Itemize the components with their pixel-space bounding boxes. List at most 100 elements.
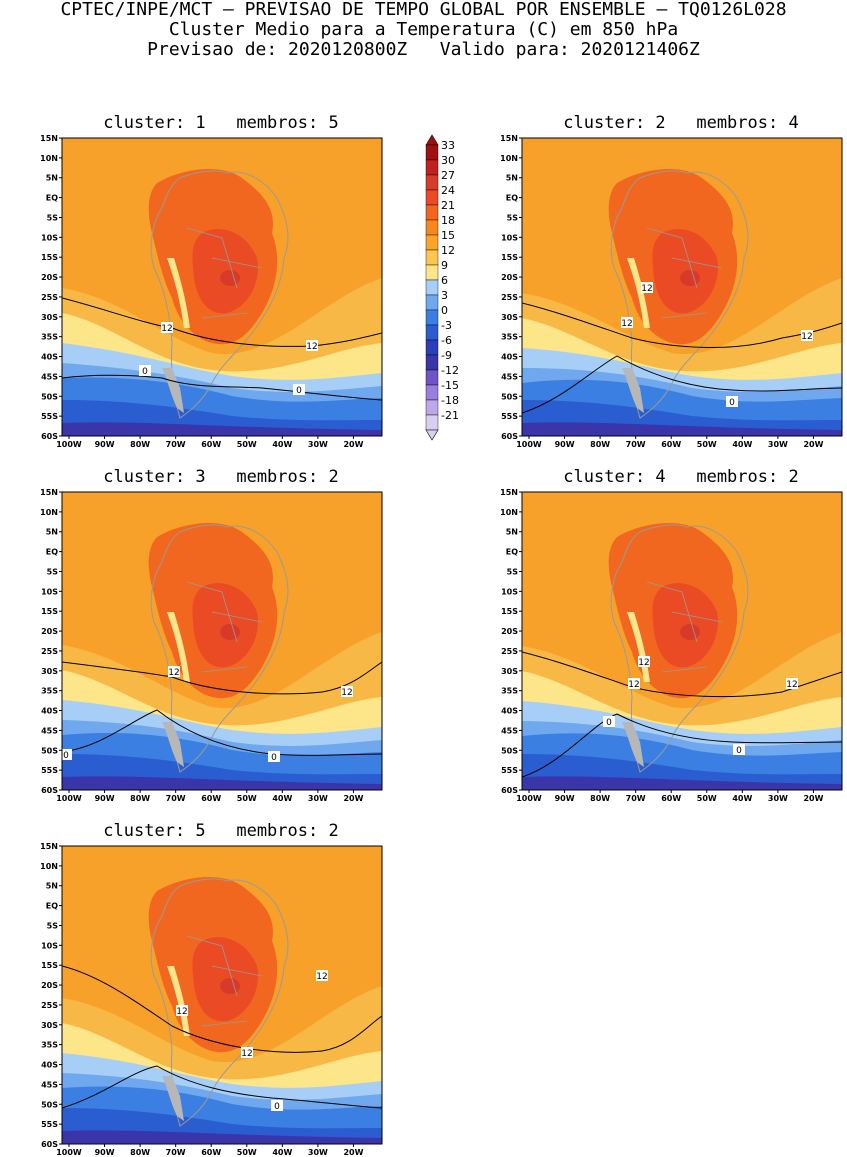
lon-tick-label: 70W (166, 1148, 186, 1157)
lon-tick-label: 50W (697, 440, 717, 449)
lat-tick-label: 5S (47, 921, 59, 930)
lat-tick-label: 35S (501, 333, 518, 342)
lat-tick-label: 10S (41, 233, 58, 242)
colorbar-swatch (425, 324, 439, 341)
colorbar-swatch (425, 354, 439, 371)
contour-label: 0 (729, 398, 735, 408)
lat-tick-label: EQ (506, 548, 518, 557)
colorbar-label: -12 (441, 364, 459, 377)
contour-label: 12 (176, 1007, 187, 1017)
panel-2-map: 12 12 12 0 15N 10N 5N EQ 5S 10S 15S 20S 25S 30S 35S 40S… (500, 134, 843, 449)
lat-tick-label: 20S (501, 627, 518, 636)
colorbar-label: -3 (441, 319, 452, 332)
lat-tick-label: 30S (41, 1021, 58, 1030)
contour-label: 12 (786, 680, 797, 690)
lat-tick-label: 50S (501, 746, 518, 755)
lon-tick-label: 30W (768, 794, 788, 803)
lon-tick-label: 50W (237, 1148, 257, 1157)
lat-tick-label: 60S (41, 1140, 58, 1149)
lat-tick-label: 45S (41, 1080, 58, 1089)
lat-tick-label: 20S (41, 981, 58, 990)
lat-tick-label: 5N (46, 528, 58, 537)
lat-tick-label: 50S (41, 392, 58, 401)
lat-tick-label: 5N (506, 174, 518, 183)
header-line-1: CPTEC/INPE/MCT – PREVISAO DE TEMPO GLOBA… (60, 0, 787, 20)
lon-tick-label: 20W (343, 794, 363, 803)
lat-tick-label: 40S (501, 707, 518, 716)
lat-tick-label: EQ (46, 902, 58, 911)
lat-tick-label: 5S (47, 567, 59, 576)
lat-tick-label: 15N (40, 842, 58, 851)
lat-tick-label: 35S (41, 333, 58, 342)
lat-tick-label: 5N (46, 174, 58, 183)
colorbar-label: 0 (441, 304, 448, 317)
lat-tick-label: 40S (41, 707, 58, 716)
lat-tick-label: 15N (500, 134, 518, 143)
contour-label: 12 (306, 342, 317, 352)
colorbar-swatch (425, 219, 439, 236)
lat-tick-label: 5S (507, 213, 519, 222)
panel-5-map: 12 12 12 0 15N 10N 5N EQ 5S 10S 15S 20S 25S 30S 35S 40S… (40, 842, 383, 1157)
lat-tick-label: 15S (41, 607, 58, 616)
lat-tick-label: EQ (46, 194, 58, 203)
lon-tick-label: 100W (56, 1148, 82, 1157)
colorbar-label: 15 (441, 229, 455, 242)
contour-label: 0 (271, 753, 277, 763)
colorbar-label: 9 (441, 259, 448, 272)
lat-tick-label: 15S (41, 253, 58, 262)
colorbar-swatch (425, 249, 439, 266)
lat-tick-label: 40S (41, 1061, 58, 1070)
contour-label: 12 (641, 284, 652, 294)
lon-tick-label: 40W (272, 794, 292, 803)
lon-tick-label: 100W (56, 794, 82, 803)
colorbar-label: 12 (441, 244, 455, 257)
lon-tick-label: 40W (272, 440, 292, 449)
lon-tick-label: 60W (201, 1148, 221, 1157)
lat-tick-label: 60S (41, 786, 58, 795)
lat-tick-label: 10S (501, 233, 518, 242)
lon-tick-label: 30W (308, 440, 328, 449)
lat-tick-label: 5N (46, 882, 58, 891)
lat-tick-label: 40S (501, 353, 518, 362)
lon-tick-label: 40W (272, 1148, 292, 1157)
colorbar-swatch (425, 144, 439, 161)
colorbar-label: 6 (441, 274, 448, 287)
colorbar-label: 21 (441, 199, 455, 212)
contour-label: 0 (606, 718, 612, 728)
lon-tick-label: 20W (343, 1148, 363, 1157)
contour-label: 0 (142, 367, 148, 377)
lat-tick-label: 60S (501, 432, 518, 441)
lat-tick-label: 10S (41, 941, 58, 950)
colorbar-swatch (425, 159, 439, 176)
lat-tick-label: 30S (501, 667, 518, 676)
lat-tick-label: 10S (501, 587, 518, 596)
lat-tick-label: 15S (501, 607, 518, 616)
contour-label: 12 (316, 972, 327, 982)
lat-tick-label: 25S (501, 293, 518, 302)
lat-tick-label: 50S (41, 746, 58, 755)
colorbar-swatch (425, 384, 439, 401)
lat-tick-label: 15S (501, 253, 518, 262)
lon-tick-label: 100W (516, 794, 542, 803)
lat-tick-label: 55S (41, 1120, 58, 1129)
lon-tick-label: 70W (166, 440, 186, 449)
colorbar-swatch (425, 204, 439, 221)
colorbar-label: 18 (441, 214, 455, 227)
lon-tick-label: 50W (237, 440, 257, 449)
lat-tick-label: 55S (501, 412, 518, 421)
colorbar-label: 24 (441, 184, 455, 197)
lat-tick-label: EQ (46, 548, 58, 557)
colorbar-top-arrow (425, 134, 439, 146)
lat-tick-label: 35S (501, 687, 518, 696)
lon-tick-label: 50W (697, 794, 717, 803)
lat-tick-label: 55S (41, 766, 58, 775)
lon-tick-label: 60W (201, 794, 221, 803)
panel-4-map: 12 12 12 0 0 15N 10N 5N EQ 5S 10S 15S 20S 25S 30S 35S 40… (500, 488, 843, 803)
lat-tick-label: 10N (500, 508, 518, 517)
lon-tick-label: 100W (516, 440, 542, 449)
contour-label: 12 (801, 332, 812, 342)
lat-tick-label: 45S (501, 726, 518, 735)
colorbar-bottom-arrow (425, 429, 439, 441)
contour-label: 0 (63, 751, 69, 761)
panel-5-title: cluster: 5 membros: 2 (103, 821, 339, 841)
